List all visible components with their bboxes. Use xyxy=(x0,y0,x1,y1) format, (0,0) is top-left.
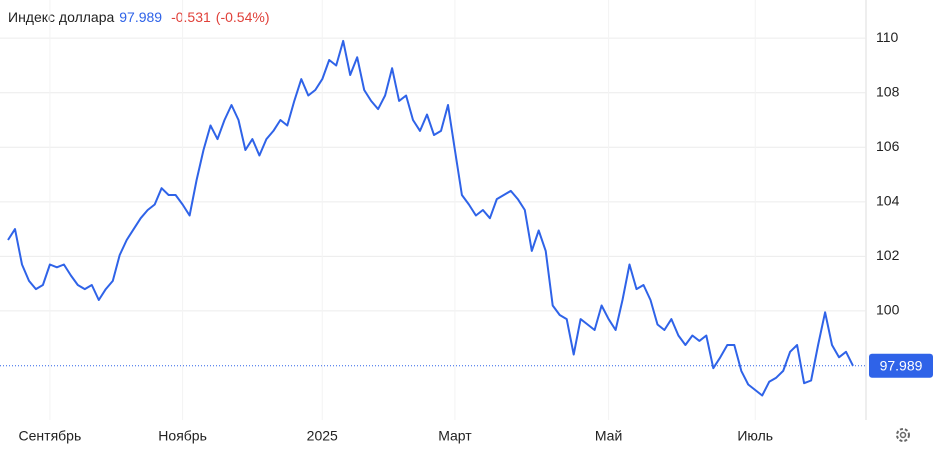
y-tick-label: 106 xyxy=(876,138,900,154)
last-value-label: 97.989 xyxy=(880,357,923,373)
x-tick-label: Июль xyxy=(737,428,773,444)
change: -0.531 xyxy=(171,9,211,25)
settings-icon[interactable] xyxy=(896,428,910,442)
y-tick-label: 110 xyxy=(876,29,899,45)
chart-title: Индекс доллара 97.989 -0.531 (-0.54%) xyxy=(8,9,269,25)
y-tick-label: 100 xyxy=(876,302,900,318)
title: Индекс доллара xyxy=(8,9,114,25)
gear-center xyxy=(899,431,907,439)
y-tick-label: 104 xyxy=(876,193,900,209)
gear xyxy=(896,428,910,442)
change-pct: (-0.54%) xyxy=(216,9,270,25)
x-tick-label: 2025 xyxy=(307,428,338,444)
x-tick-label: Май xyxy=(595,428,622,444)
last-value-box xyxy=(869,353,933,378)
x-tick-label: Март xyxy=(438,428,472,444)
y-tick-label: 102 xyxy=(876,247,900,263)
y-tick-label: 108 xyxy=(876,83,900,99)
x-tick-label: Сентябрь xyxy=(19,428,82,444)
x-tick-label: Ноябрь xyxy=(158,428,207,444)
line-series xyxy=(7,39,854,397)
last-value: 97.989 xyxy=(119,9,162,25)
